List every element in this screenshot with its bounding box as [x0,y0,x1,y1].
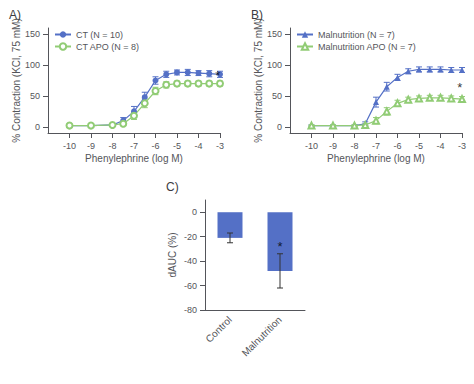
svg-text:% Contraction (KCl, 75 mM): % Contraction (KCl, 75 mM) [253,18,264,142]
svg-text:*: * [457,80,462,95]
svg-text:-6: -6 [393,141,401,151]
svg-text:0: 0 [192,207,197,217]
svg-text:-4: -4 [436,141,444,151]
svg-text:B): B) [251,8,263,22]
svg-text:-3: -3 [216,141,224,151]
svg-text:Control: Control [203,314,234,345]
svg-text:0: 0 [35,122,40,132]
svg-text:-7: -7 [130,141,138,151]
svg-text:dAUC (%): dAUC (%) [167,232,178,277]
svg-text:-10: -10 [305,141,318,151]
svg-text:Malnutrition APO (N = 7): Malnutrition APO (N = 7) [318,42,416,52]
svg-text:-3: -3 [458,141,466,151]
svg-text:50: 50 [30,91,40,101]
svg-text:-9: -9 [87,141,95,151]
svg-text:50: 50 [272,91,282,101]
svg-text:-8: -8 [108,141,116,151]
svg-text:CT APO (N = 8): CT APO (N = 8) [76,42,139,52]
svg-text:Malnutrition (N = 7): Malnutrition (N = 7) [318,30,395,40]
svg-text:-20: -20 [184,232,197,242]
svg-text:150: 150 [267,29,282,39]
svg-text:C): C) [166,180,179,194]
svg-text:A): A) [9,8,21,22]
svg-text:-8: -8 [350,141,358,151]
svg-text:-80: -80 [184,305,197,315]
svg-text:-4: -4 [194,141,202,151]
svg-text:CT (N = 10): CT (N = 10) [76,30,123,40]
svg-text:-60: -60 [184,281,197,291]
svg-text:Malnutrition: Malnutrition [240,314,284,358]
svg-text:-5: -5 [415,141,423,151]
svg-text:Phenylephrine (log M): Phenylephrine (log M) [85,153,183,164]
svg-text:0: 0 [277,122,282,132]
svg-text:% Contraction (KCl, 75 mM): % Contraction (KCl, 75 mM) [11,18,22,142]
svg-text:100: 100 [25,60,40,70]
svg-text:150: 150 [25,29,40,39]
svg-text:*: * [215,68,220,83]
svg-text:-6: -6 [151,141,159,151]
svg-text:-9: -9 [329,141,337,151]
svg-text:-10: -10 [63,141,76,151]
svg-text:Phenylephrine (log M): Phenylephrine (log M) [327,153,425,164]
svg-text:*: * [277,239,282,254]
svg-text:-40: -40 [184,256,197,266]
svg-text:-7: -7 [372,141,380,151]
svg-text:-5: -5 [173,141,181,151]
svg-text:100: 100 [267,60,282,70]
